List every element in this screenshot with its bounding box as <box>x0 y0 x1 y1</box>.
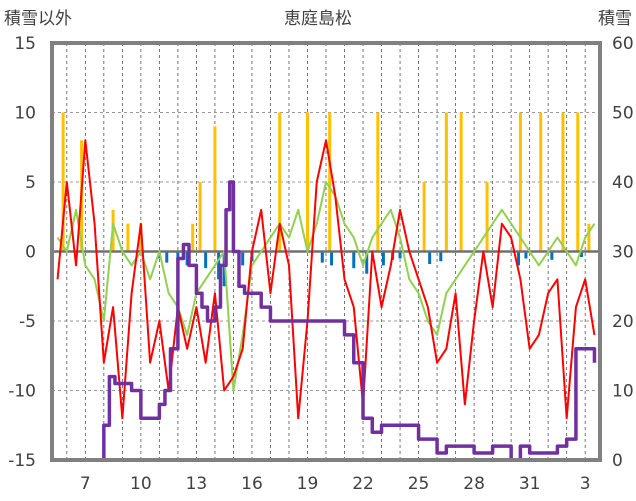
positive-bar <box>213 126 217 252</box>
negative-bar <box>217 251 221 280</box>
positive-bar <box>191 223 195 252</box>
right-tick-label: 30 <box>612 243 634 263</box>
positive-bar <box>328 112 332 252</box>
x-tick-label: 7 <box>80 474 91 494</box>
left-tick-label: 10 <box>14 104 36 124</box>
negative-bar <box>241 251 245 266</box>
positive-bar <box>376 112 380 252</box>
positive-bar <box>576 112 580 252</box>
left-tick-label: -10 <box>8 382 36 402</box>
series-lines <box>56 139 597 462</box>
negative-bar <box>222 251 226 287</box>
negative-bar <box>428 251 432 265</box>
positive-bar <box>485 182 489 252</box>
temperature-line <box>56 139 596 420</box>
snow_depth-line <box>57 180 597 462</box>
left-tick-label: -5 <box>19 312 36 332</box>
x-tick-label: 25 <box>408 474 430 494</box>
x-tick-label: 3 <box>580 474 591 494</box>
right-axis-label: 積雪 <box>598 9 632 29</box>
positive-bar <box>444 112 448 252</box>
positive-bar <box>587 223 591 252</box>
negative-bar <box>365 251 369 274</box>
negative-bar <box>439 251 443 262</box>
negative-bar <box>579 251 583 258</box>
negative-bar <box>165 251 169 263</box>
precipitation-bars <box>52 112 600 287</box>
left-tick-label: 0 <box>25 243 36 263</box>
negative-bar <box>524 251 528 259</box>
plot-border <box>50 41 602 462</box>
negative-bar <box>320 251 324 263</box>
x-tick-label: 19 <box>297 474 319 494</box>
x-tick-label: 28 <box>463 474 485 494</box>
chart-title: 恵庭島松 <box>284 9 352 29</box>
positive-bar <box>198 182 202 252</box>
left-tick-label: -15 <box>8 451 36 471</box>
negative-bar <box>176 251 180 260</box>
negative-bar <box>381 251 385 266</box>
negative-bar <box>352 251 356 269</box>
right-tick-label: 60 <box>612 34 634 54</box>
right-tick-label: 0 <box>612 451 623 471</box>
positive-bar <box>539 112 543 252</box>
positive-bar <box>422 182 426 252</box>
negative-bar <box>398 251 402 259</box>
negative-bar <box>517 251 521 266</box>
right-tick-label: 40 <box>612 173 634 193</box>
positive-bar <box>459 112 463 252</box>
right-tick-label: 50 <box>612 104 634 124</box>
positive-bar <box>61 112 65 252</box>
x-tick-label: 13 <box>186 474 208 494</box>
plot-frame <box>50 41 602 462</box>
negative-bar <box>330 251 334 266</box>
left-tick-label: 15 <box>14 34 36 54</box>
positive-bar <box>518 112 522 252</box>
x-tick-label: 31 <box>519 474 541 494</box>
green_series-line <box>56 181 596 392</box>
left-tick-label: 5 <box>25 173 36 193</box>
positive-bar <box>126 223 130 252</box>
positive-bar <box>561 112 565 252</box>
right-tick-label: 20 <box>612 312 634 332</box>
right-tick-label: 10 <box>612 382 634 402</box>
x-tick-label: 22 <box>352 474 374 494</box>
negative-bar <box>185 251 189 266</box>
x-tick-label: 16 <box>241 474 263 494</box>
negative-bar <box>550 251 554 260</box>
left-axis-label: 積雪以外 <box>4 9 72 29</box>
negative-bar <box>204 251 208 269</box>
x-tick-label: 10 <box>130 474 152 494</box>
positive-bar <box>305 112 309 252</box>
positive-bar <box>278 112 282 252</box>
